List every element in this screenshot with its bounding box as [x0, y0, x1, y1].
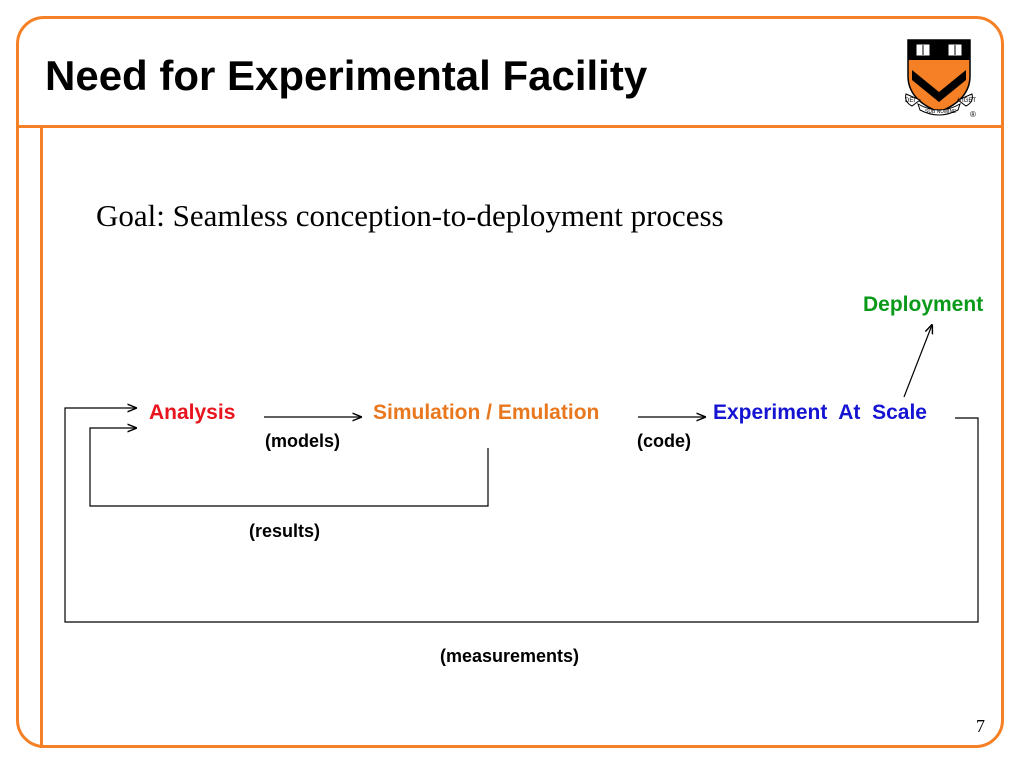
princeton-shield-logo: DEI SUB NUMINE VIGET ® — [905, 39, 976, 119]
node-experiment: Experiment At Scale — [713, 401, 927, 424]
goal-text: Goal: Seamless conception-to-deployment … — [96, 198, 724, 233]
logo-motto-right: VIGET — [958, 98, 976, 104]
edge-label-results: (results) — [249, 521, 320, 541]
title-divider — [16, 125, 1004, 128]
logo-registered-mark: ® — [970, 110, 976, 119]
loop-results — [89, 428, 489, 507]
loop-measurements — [64, 408, 979, 623]
node-analysis: Analysis — [149, 401, 235, 424]
edge-label-code: (code) — [637, 431, 691, 451]
edge-label-measurements: (measurements) — [440, 646, 579, 666]
node-deployment: Deployment — [863, 293, 983, 316]
left-divider — [40, 128, 43, 748]
node-simulation: Simulation / Emulation — [373, 401, 599, 424]
logo-motto-center: SUB NUMINE — [925, 109, 957, 115]
logo-motto-left: DEI — [905, 98, 915, 104]
slide-frame — [16, 16, 1004, 748]
arrow-experiment-to-deployment — [903, 325, 932, 398]
page-number: 7 — [976, 716, 985, 736]
edge-label-models: (models) — [265, 431, 340, 451]
slide-title: Need for Experimental Facility — [45, 52, 648, 99]
